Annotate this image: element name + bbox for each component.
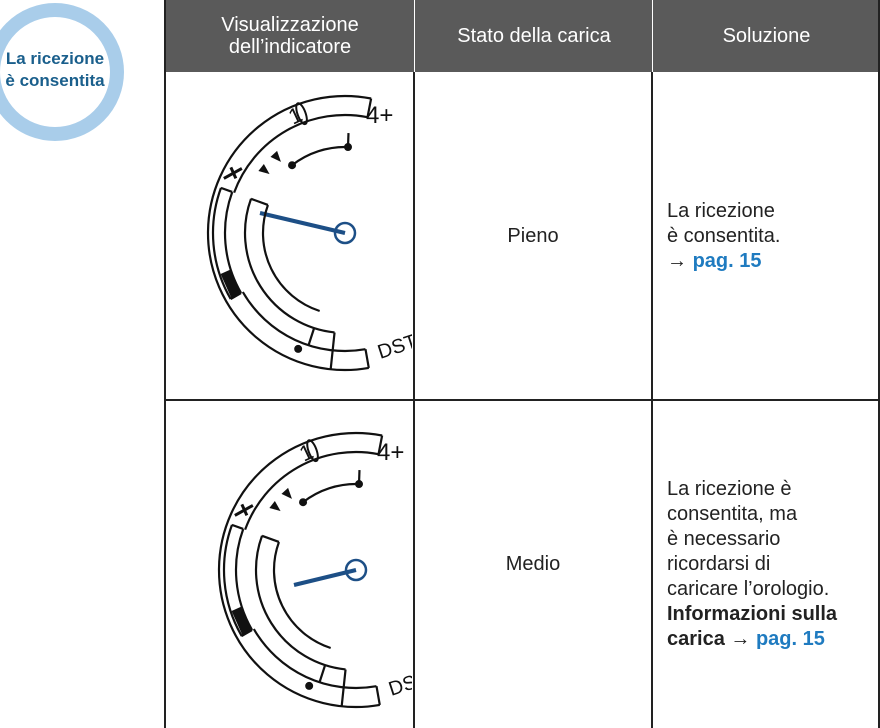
gauge-shape — [222, 523, 254, 637]
gauge-shape — [375, 435, 384, 706]
arrow: → — [730, 628, 751, 650]
gauge-shape — [211, 186, 243, 300]
solution-body: La ricezione è consentita, ma è necessar… — [667, 477, 872, 652]
solution-body: La ricezione è consentita. → pag. 15 — [667, 199, 780, 274]
badge: La ricezione è consentita — [0, 0, 130, 150]
badge-ring — [0, 3, 124, 141]
badge-text: La ricezione è consentita — [0, 48, 130, 92]
solution-text: La ricezione è consentita, ma è necessar… — [667, 478, 830, 600]
header-divider — [652, 0, 653, 72]
gauge-shape — [305, 681, 314, 690]
table-border — [878, 0, 880, 728]
gauge-shape — [220, 269, 241, 299]
gauge-shape — [294, 344, 303, 353]
header-cell: Stato della carica — [415, 0, 653, 72]
gauge-shape — [269, 500, 281, 512]
gauge-shape — [364, 98, 373, 369]
solution: La ricezione è consentita, ma è necessar… — [653, 401, 878, 728]
gauge-label: 4+ — [377, 439, 404, 466]
gauge-shape — [261, 204, 321, 313]
gauge-shape — [223, 166, 243, 180]
gauge-shape — [259, 211, 346, 235]
table-border — [164, 399, 880, 401]
solution-bold: Informazioni sulla carica — [667, 603, 838, 650]
state: Pieno — [507, 225, 559, 247]
gauge-shape — [270, 150, 281, 162]
gauge-label: DST — [386, 667, 412, 700]
gauge-shape — [206, 94, 372, 372]
arrow: → — [667, 250, 687, 272]
gauge-shape — [243, 198, 335, 334]
gauge-shape — [244, 450, 379, 690]
solution-text: La ricezione è consentita. — [667, 200, 781, 247]
badge-line: è consentita — [5, 71, 105, 90]
solution: La ricezione è consentita. → pag. 15 — [653, 74, 878, 399]
gauge-shape — [272, 541, 332, 650]
gauge-shape — [233, 113, 368, 353]
gauge-shape — [234, 503, 254, 517]
header-cell: Visualizzazione dell’indicatore — [165, 0, 415, 72]
state: Medio — [505, 553, 561, 575]
badge-line: La ricezione — [5, 49, 105, 68]
gauge-shape — [302, 470, 361, 504]
page-link[interactable]: pag. 15 — [755, 628, 825, 650]
gauge-label: DST — [375, 330, 412, 363]
page-link[interactable]: pag. 15 — [692, 250, 762, 272]
gauge-shape — [254, 535, 346, 671]
gauge: 4+ 1 DST — [206, 94, 412, 372]
gauge: 4+ 1 DST — [217, 431, 412, 709]
gauge-shape — [231, 606, 252, 636]
gauge-shape — [291, 133, 350, 167]
gauge-shape — [281, 487, 292, 499]
gauge-shape — [293, 568, 357, 587]
gauge-label: 4+ — [366, 102, 393, 129]
gauge-shape — [258, 163, 270, 175]
gauge-shape — [217, 431, 383, 709]
table-border — [164, 0, 166, 728]
header-cell: Soluzione — [653, 0, 880, 72]
